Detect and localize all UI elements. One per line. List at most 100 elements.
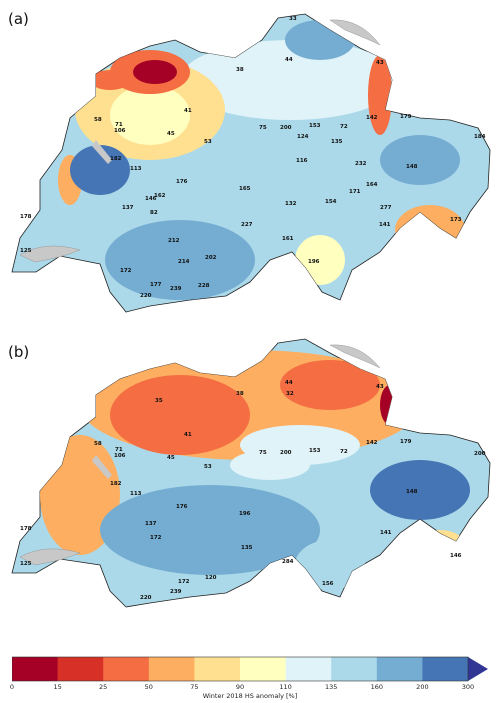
station-label: 156 <box>322 581 334 587</box>
colorbar-tick-label: 110 <box>279 683 292 691</box>
station-label: 277 <box>380 205 392 211</box>
station-label: 71 <box>115 447 123 453</box>
station-label: 202 <box>205 255 217 261</box>
station-label: 124 <box>297 134 309 140</box>
station-label: 45 <box>167 455 175 461</box>
colorbar-segment <box>194 657 241 681</box>
station-label: 43 <box>376 384 384 390</box>
station-label: 162 <box>154 193 166 199</box>
station-label: 172 <box>120 268 132 274</box>
panel-label-b: (b) <box>8 343 30 361</box>
station-label: 232 <box>355 161 367 167</box>
station-label: 228 <box>198 283 210 289</box>
station-label: 53 <box>204 139 212 145</box>
station-label: 71 <box>115 122 123 128</box>
station-label: 146 <box>450 553 462 559</box>
colorbar-extend-arrow <box>468 657 488 681</box>
station-label: 106 <box>114 453 126 459</box>
station-label: 142 <box>366 440 378 446</box>
colorbar-segment <box>103 657 150 681</box>
station-label: 141 <box>379 222 391 228</box>
station-label: 153 <box>309 123 321 129</box>
station-label: 32 <box>286 391 294 397</box>
colorbar-tick-label: 200 <box>416 683 429 691</box>
colorbar-segment <box>240 657 287 681</box>
colorbar <box>12 656 488 682</box>
station-label: 177 <box>150 282 162 288</box>
station-label: 116 <box>296 158 308 164</box>
station-label: 82 <box>150 210 158 216</box>
station-label: 148 <box>406 489 418 495</box>
colorbar-tick-label: 300 <box>461 683 475 691</box>
station-label: 176 <box>176 179 188 185</box>
station-label: 58 <box>94 441 102 447</box>
station-label: 35 <box>155 398 163 404</box>
colorbar-segment <box>422 657 469 681</box>
switzerland-map-b: 43 44 35 32 38 41 45 58 71 106 75 200 15… <box>11 338 491 608</box>
station-label: 120 <box>205 575 217 581</box>
station-label: 179 <box>400 439 412 445</box>
station-label: 44 <box>285 57 293 63</box>
station-label: 200 <box>280 125 292 131</box>
colorbar-tick-label: 90 <box>235 683 245 691</box>
station-label: 125 <box>20 248 32 254</box>
station-label: 72 <box>340 449 348 455</box>
switzerland-map-a: 33 44 43 38 41 58 71 106 75 200 153 72 1… <box>11 13 491 313</box>
station-label: 184 <box>474 134 486 140</box>
map-panel-b: (b) 43 44 35 32 38 <box>0 335 500 635</box>
station-label: 146 <box>145 196 157 202</box>
station-label: 284 <box>282 559 294 565</box>
station-label: 153 <box>309 448 321 454</box>
station-label: 220 <box>140 595 152 601</box>
panel-label-a: (a) <box>8 10 29 28</box>
station-label: 179 <box>400 114 412 120</box>
colorbar-segment <box>376 657 423 681</box>
station-label: 137 <box>122 205 134 211</box>
station-label: 172 <box>178 579 190 585</box>
colorbar-label: Winter 2018 HS anomaly [%] <box>202 692 298 700</box>
station-label: 200 <box>474 451 486 457</box>
station-label: 227 <box>241 222 253 228</box>
station-label: 196 <box>308 259 320 265</box>
colorbar-tick-label: 135 <box>324 683 338 691</box>
station-label: 53 <box>204 464 212 470</box>
station-label: 33 <box>289 16 297 22</box>
station-label: 220 <box>140 293 152 299</box>
colorbar-tick-label: 75 <box>190 683 199 691</box>
colorbar-segment <box>12 657 59 681</box>
station-label: 212 <box>168 238 180 244</box>
station-label: 178 <box>20 214 32 220</box>
station-label: 239 <box>170 589 182 595</box>
station-label: 125 <box>20 561 32 567</box>
colorbar-tick-label: 0 <box>9 683 15 691</box>
map-panel-a: (a) 33 44 <box>0 0 500 330</box>
station-label: 239 <box>170 286 182 292</box>
station-label: 113 <box>130 166 142 172</box>
station-label: 161 <box>282 236 294 242</box>
colorbar-tick-label: 160 <box>370 683 384 691</box>
station-label: 75 <box>259 125 267 131</box>
station-label: 182 <box>110 481 122 487</box>
station-label: 182 <box>110 156 122 162</box>
station-label: 58 <box>94 117 102 123</box>
station-labels-b: 43 44 35 32 38 41 45 58 71 106 75 200 15… <box>20 380 486 601</box>
station-label: 135 <box>331 139 343 145</box>
station-label: 165 <box>239 186 251 192</box>
station-label: 38 <box>236 67 244 73</box>
station-label: 106 <box>114 128 126 134</box>
station-label: 171 <box>349 189 361 195</box>
station-label: 173 <box>450 217 462 223</box>
station-label: 196 <box>239 511 251 517</box>
station-label: 200 <box>280 450 292 456</box>
station-label: 38 <box>236 391 244 397</box>
station-label: 214 <box>178 259 190 265</box>
station-labels-a: 33 44 43 38 41 58 71 106 75 200 153 72 1… <box>20 16 486 299</box>
station-label: 41 <box>184 108 192 114</box>
station-label: 141 <box>380 530 392 536</box>
station-label: 172 <box>150 535 162 541</box>
colorbar-tick-label: 50 <box>144 683 153 691</box>
station-label: 154 <box>325 199 337 205</box>
colorbar-tick-label: 15 <box>53 683 62 691</box>
station-label: 135 <box>241 545 253 551</box>
colorbar-segment <box>331 657 378 681</box>
